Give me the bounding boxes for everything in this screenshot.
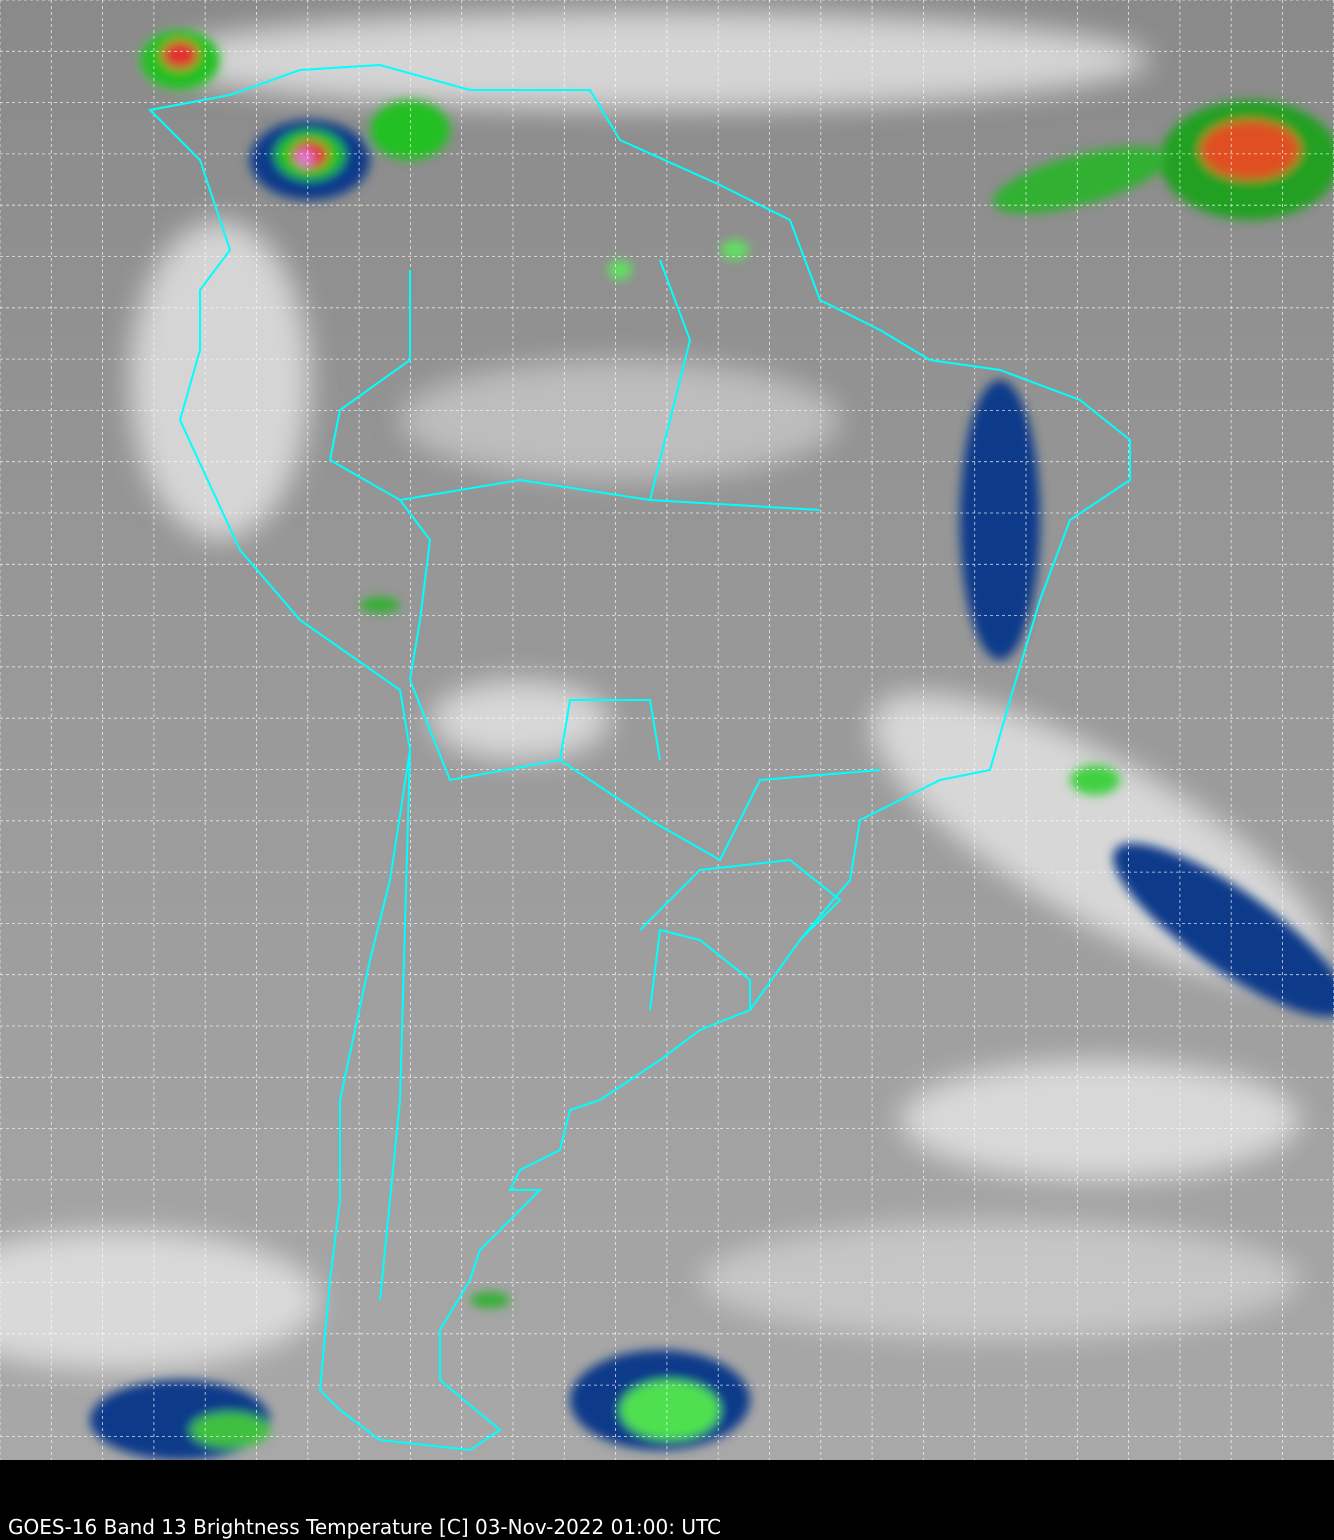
country-borders: [147, 63, 1131, 1452]
cloud-cover: [0, 10, 1329, 1370]
caption-bar: [0, 1460, 1334, 1540]
lat-lon-grid: [0, 0, 1334, 1460]
image-caption: GOES-16 Band 13 Brightness Temperature […: [8, 1515, 721, 1539]
satellite-image-map: [0, 0, 1334, 1460]
convective-cells: [90, 30, 1334, 1460]
